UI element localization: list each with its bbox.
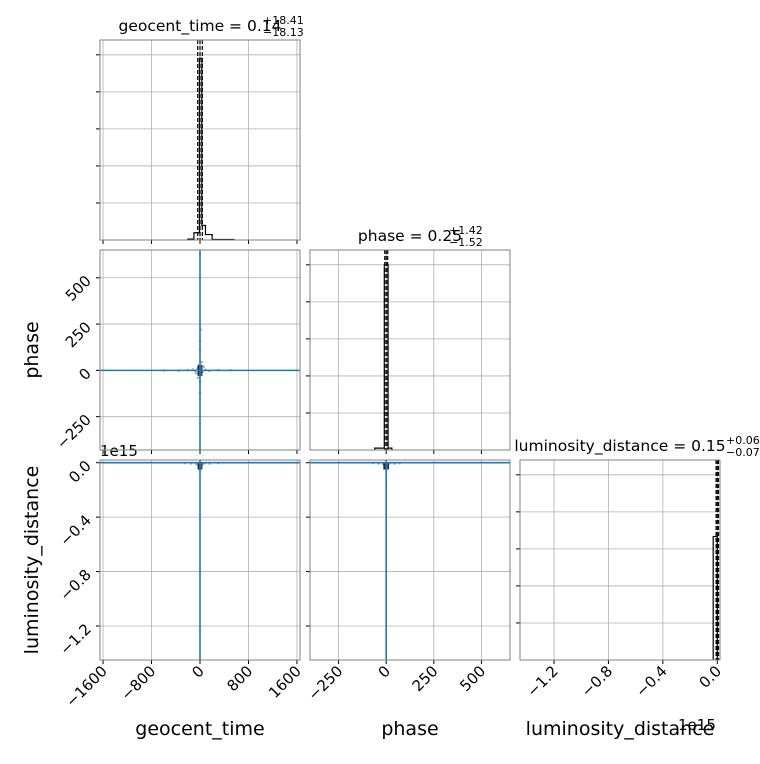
tick-label-x: −1600 [62,662,111,711]
title-luminosity-distance: luminosity_distance = 0.15 [514,437,725,456]
xlabel-geocent-time: geocent_time [135,718,264,740]
title-luminosity-distance-upper: +0.06 [726,434,760,447]
tick-label-y: −0.8 [56,566,94,604]
panel-phase-marginal [306,249,511,454]
panel-luminosity_distance-marginal: −1.2 −0.8 −0.4 0.0 [516,459,726,701]
tick-label-x: −250 [305,662,347,704]
panel-geocent_time-marginal [96,39,301,244]
panel-frame [309,249,511,451]
tick-label-y: −250 [53,411,95,453]
scatter-point [200,360,204,364]
scatter-point [196,376,200,380]
tick-label-x: 0.0 [696,662,726,692]
panel-frame [99,39,301,241]
tick-label-x: 800 [223,662,256,695]
title-geocent-time: geocent_time = 0.14 [119,17,282,36]
tick-label-x: 0 [375,662,394,681]
histogram-step [374,264,393,450]
panel-geocent_time-vs-luminosity_distance: −1600 −800 0 800 1600 −1.2 −0.8 −0.4 0.0 [56,457,304,711]
xlabel-luminosity-distance: luminosity_distance [526,718,715,740]
title-phase: phase = 0.25 [358,227,462,245]
tick-label-x: −1.2 [523,662,561,700]
panel-frame [99,249,301,451]
tick-label-y: −1.2 [56,620,94,658]
histogram-step [187,57,235,241]
tick-label-y: −0.4 [56,511,94,549]
title-geocent-time-lower: −18.13 [263,26,304,39]
scatter-point [195,371,198,375]
tick-label-x: 500 [456,662,489,695]
panel-phase-vs-luminosity_distance: −250 0 250 500 [305,459,511,704]
panel-frame [99,459,301,661]
offset-label-ld-row: 1e15 [100,442,138,460]
title-luminosity-distance-lower: −0.07 [726,446,760,459]
tick-label-y: 0.0 [65,457,95,487]
title-phase-upper: +1.42 [449,224,483,237]
ylabel-luminosity-distance: luminosity_distance [21,466,43,655]
tick-label-x: 1600 [265,662,305,702]
tick-label-y: 250 [62,318,95,351]
panel-geocent_time-vs-phase: −250 0 250 500 [53,249,301,454]
tick-label-x: 0 [188,662,207,681]
ylabel-phase: phase [21,321,43,378]
xlabel-phase: phase [381,718,438,740]
tick-label-y: 500 [62,272,95,305]
tick-label-y: 0 [75,364,94,383]
title-phase-lower: −1.52 [449,236,483,249]
tick-label-x: 250 [409,662,442,695]
title-geocent-time-upper: +18.41 [263,14,304,27]
tick-label-x: −0.8 [578,662,616,700]
panel-frame [519,459,721,661]
scatter-point [202,365,205,368]
tick-label-x: −0.4 [632,662,670,700]
offset-label-ld-col: 1e15 [678,716,716,734]
tick-label-x: −800 [117,662,159,704]
panel-frame [309,459,511,661]
